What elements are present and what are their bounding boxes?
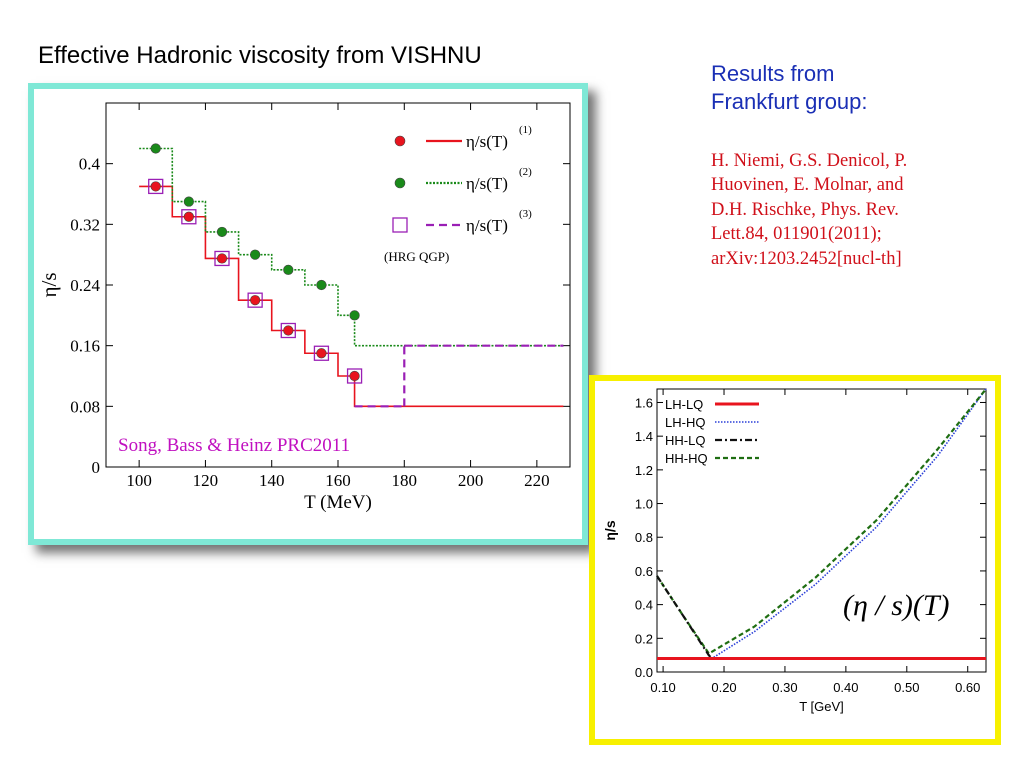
x-tick-label: 120	[193, 471, 219, 490]
x-tick-label: 140	[259, 471, 285, 490]
left-chart-frame: Song, Bass & Heinz PRC2011 (HRG QGP) 100…	[28, 83, 588, 545]
data-point-circle	[316, 348, 327, 359]
x-tick-label: 0.30	[772, 680, 797, 695]
x-tick-label: 0.40	[833, 680, 858, 695]
legend-label: η/s(T)	[466, 132, 508, 151]
data-point-circle	[150, 143, 161, 154]
data-point-circle	[216, 253, 228, 264]
data-point-square	[181, 209, 197, 225]
legend-note: (HRG QGP)	[384, 249, 449, 264]
x-axis-label: T [GeV]	[799, 699, 844, 714]
legend-label: HH-HQ	[665, 451, 708, 466]
y-tick-label: 1.0	[635, 497, 653, 512]
data-point-circle	[349, 370, 360, 382]
reference-line: arXiv:1203.2452[nucl-th]	[711, 248, 902, 269]
x-tick-label: 200	[458, 471, 484, 490]
x-tick-label: 100	[126, 471, 152, 490]
data-point-circle	[316, 279, 327, 291]
data-point-circle	[283, 325, 294, 336]
plot-frame	[656, 388, 987, 673]
data-point-square	[280, 322, 296, 339]
data-point-circle	[183, 211, 194, 222]
x-tick-label: 0.20	[711, 680, 736, 695]
chart-frankfurt-viscosity: (η / s)(T) 0.10 0.20 0.30 0.40 0.50 0.60 0.0 0.…	[602, 388, 987, 714]
y-tick-label: 0.4	[79, 155, 101, 174]
chart-annotation: Song, Bass & Heinz PRC2011	[118, 435, 350, 456]
data-point-square	[214, 250, 230, 267]
legend-label: η/s(T)	[466, 174, 508, 193]
x-tick-label: 0.60	[955, 680, 980, 695]
data-point-circle	[250, 249, 261, 260]
data-point-square	[247, 292, 263, 308]
x-tick-label: 0.50	[894, 680, 919, 695]
y-tick-label: 1.4	[635, 429, 653, 444]
x-axis-label: T (MeV)	[304, 492, 372, 513]
y-tick-label: 0.08	[70, 397, 100, 416]
y-axis-label: η/s	[37, 273, 61, 298]
legend-superscript: (1)	[519, 124, 532, 136]
y-tick-label: 0.6	[635, 564, 653, 579]
data-point-circle	[183, 196, 194, 207]
y-tick-label: 0.4	[635, 598, 653, 613]
x-tick-label: 180	[392, 471, 418, 490]
reference-line: Lett.84, 011901(2011);	[711, 224, 882, 245]
results-heading-line-2: Frankfurt group:	[711, 88, 868, 114]
y-tick-label: 0.24	[70, 276, 100, 295]
reference-line: H. Niemi, G.S. Denicol, P.	[711, 151, 908, 171]
data-point-circle	[150, 181, 161, 192]
x-tick-label: 0.10	[650, 680, 675, 695]
plot-frame	[105, 102, 571, 468]
y-tick-label: 0.8	[635, 530, 653, 545]
legend-superscript: (2)	[519, 166, 532, 178]
y-tick-label: 0	[92, 458, 101, 477]
x-tick-label: 160	[325, 471, 351, 490]
reference-citation: H. Niemi, G.S. Denicol, P. Huovinen, E. …	[711, 149, 1011, 271]
reference-line: D.H. Rischke, Phys. Rev.	[711, 199, 899, 220]
chart-viscosity-vishnu: Song, Bass & Heinz PRC2011 (HRG QGP) 100…	[37, 102, 571, 513]
data-point-circle	[283, 264, 294, 275]
legend-label: η/s(T)	[466, 216, 508, 235]
legend-superscript: (3)	[519, 208, 532, 220]
y-tick-label: 0.16	[70, 337, 100, 356]
data-point-square	[313, 345, 330, 361]
y-tick-label: 0.32	[70, 215, 100, 234]
x-tick-label: 220	[524, 471, 550, 490]
y-tick-label: 0.2	[635, 631, 653, 646]
legend-marker	[394, 177, 406, 189]
y-tick-label: 1.6	[635, 395, 653, 410]
results-heading: Results from Frankfurt group:	[711, 60, 868, 115]
chart-annotation: (η / s)(T)	[843, 589, 950, 622]
legend-label: HH-LQ	[665, 433, 705, 448]
legend-label: LH-HQ	[665, 415, 705, 430]
y-axis-label: η/s	[602, 520, 618, 540]
data-point-square	[346, 368, 363, 384]
data-point-circle	[250, 295, 261, 306]
data-point-circle	[349, 310, 360, 321]
legend-marker	[392, 217, 408, 233]
y-tick-label: 0.0	[635, 665, 653, 680]
slide-title: Effective Hadronic viscosity from VISHNU	[38, 42, 482, 69]
legend-marker	[394, 135, 406, 147]
legend-label: LH-LQ	[665, 397, 703, 412]
data-point-square	[148, 178, 164, 195]
data-point-circle	[216, 226, 228, 238]
y-tick-label: 1.2	[635, 463, 653, 478]
right-chart-frame: (η / s)(T) 0.10 0.20 0.30 0.40 0.50 0.60 0.0 0.…	[589, 375, 1001, 745]
reference-line: Huovinen, E. Molnar, and	[711, 175, 904, 196]
series-line	[354, 344, 564, 408]
results-heading-line-1: Results from	[711, 61, 835, 86]
